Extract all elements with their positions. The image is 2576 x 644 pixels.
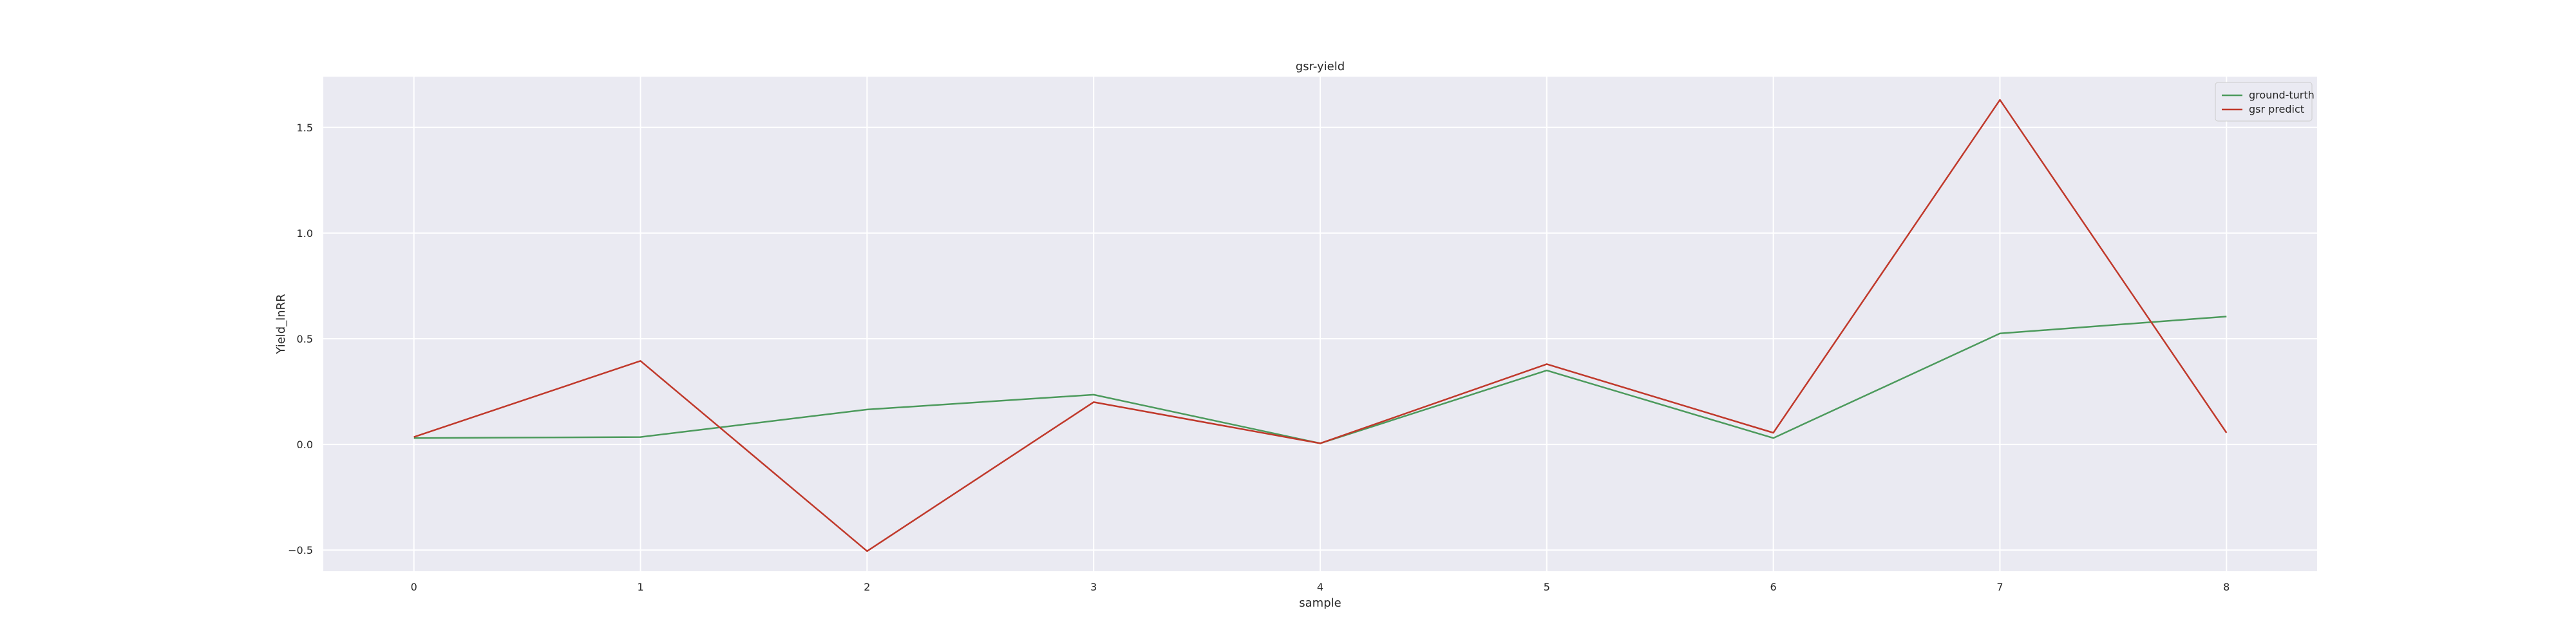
x-tick-label: 5 — [1544, 581, 1550, 593]
y-tick-label: −0.5 — [288, 544, 313, 556]
legend-label: gsr predict — [2249, 103, 2304, 115]
x-tick-label: 8 — [2223, 581, 2230, 593]
chart-title: gsr-yield — [1296, 60, 1345, 73]
x-tick-label: 3 — [1090, 581, 1097, 593]
y-axis-label: Yield_lnRR — [274, 294, 288, 354]
x-tick-label: 1 — [637, 581, 643, 593]
x-tick-label: 6 — [1770, 581, 1777, 593]
y-tick-label: 1.0 — [297, 227, 313, 240]
x-tick-label: 4 — [1317, 581, 1323, 593]
y-tick-label: 0.0 — [297, 439, 313, 451]
legend: ground-turth gsr predict — [2215, 82, 2315, 122]
y-tick-label: 1.5 — [297, 122, 313, 134]
x-tick-label: 2 — [864, 581, 870, 593]
grid-lines — [323, 77, 2317, 571]
y-tick-label: 0.5 — [297, 333, 313, 345]
series-lines — [413, 99, 2228, 553]
x-tick-label: 0 — [411, 581, 417, 593]
x-tick-label: 7 — [1996, 581, 2003, 593]
x-axis-label: sample — [1299, 596, 1341, 610]
tick-labels: 0 1 2 3 4 5 6 7 8 −0.5 0.0 0.5 1.0 1.5 — [288, 122, 2230, 593]
legend-label: ground-turth — [2249, 89, 2315, 101]
legend-box — [2215, 82, 2313, 122]
series-line-gsr-predict — [413, 99, 2228, 553]
